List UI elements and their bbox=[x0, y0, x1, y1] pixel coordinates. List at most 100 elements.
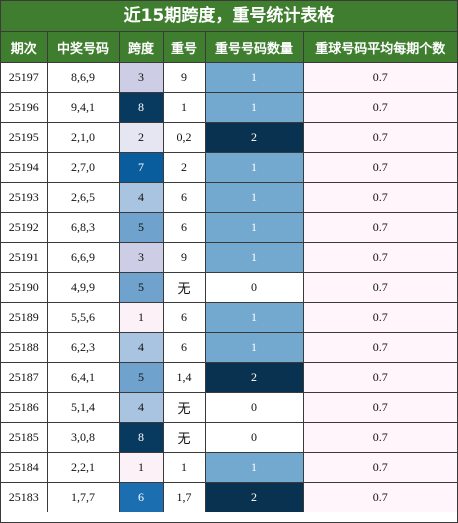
table-row: 25185 3,0,8 8 无 0 0.7 bbox=[1, 422, 457, 453]
repeat-cell: 2 bbox=[162, 152, 206, 183]
issue-cell: 25195 bbox=[1, 122, 48, 153]
issue-cell: 25193 bbox=[1, 182, 48, 213]
table-row: 25193 2,6,5 4 6 1 0.7 bbox=[1, 182, 457, 213]
repeat-count-cell: 0 bbox=[204, 422, 304, 453]
repeat-count-cell: 1 bbox=[204, 182, 304, 213]
repeat-average-cell: 0.7 bbox=[302, 152, 457, 183]
table-row: 25195 2,1,0 2 0,2 2 0.7 bbox=[1, 122, 457, 153]
span-cell: 2 bbox=[118, 122, 164, 153]
repeat-count-cell: 2 bbox=[204, 482, 304, 512]
table-row: 25194 2,7,0 7 2 1 0.7 bbox=[1, 152, 457, 183]
table-row: 25189 5,5,6 1 6 1 0.7 bbox=[1, 302, 457, 333]
repeat-average-cell: 0.7 bbox=[302, 242, 457, 273]
repeat-cell: 6 bbox=[162, 212, 206, 243]
span-cell: 5 bbox=[118, 212, 164, 243]
issue-cell: 25186 bbox=[1, 392, 48, 423]
table-row: 25184 2,2,1 1 1 1 0.7 bbox=[1, 452, 457, 483]
header-repeat-count: 重号号码数量 bbox=[204, 32, 304, 63]
numbers-cell: 2,7,0 bbox=[46, 152, 120, 183]
issue-cell: 25184 bbox=[1, 452, 48, 483]
repeat-count-cell: 1 bbox=[204, 92, 304, 123]
repeat-cell: 1 bbox=[162, 452, 206, 483]
header-issue: 期次 bbox=[1, 32, 48, 63]
table-row: 25192 6,8,3 5 6 1 0.7 bbox=[1, 212, 457, 243]
repeat-count-cell: 1 bbox=[204, 62, 304, 93]
issue-cell: 25192 bbox=[1, 212, 48, 243]
issue-cell: 25183 bbox=[1, 482, 48, 512]
numbers-cell: 8,6,9 bbox=[46, 62, 120, 93]
repeat-count-cell: 1 bbox=[204, 212, 304, 243]
table-row: 25197 8,6,9 3 9 1 0.7 bbox=[1, 62, 457, 93]
numbers-cell: 6,2,3 bbox=[46, 332, 120, 363]
repeat-average-cell: 0.7 bbox=[302, 272, 457, 303]
issue-cell: 25187 bbox=[1, 362, 48, 393]
span-cell: 1 bbox=[118, 302, 164, 333]
numbers-cell: 2,6,5 bbox=[46, 182, 120, 213]
numbers-cell: 5,5,6 bbox=[46, 302, 120, 333]
repeat-cell: 9 bbox=[162, 62, 206, 93]
repeat-cell: 0,2 bbox=[162, 122, 206, 153]
repeat-count-cell: 1 bbox=[204, 302, 304, 333]
header-numbers: 中奖号码 bbox=[46, 32, 120, 63]
issue-cell: 25191 bbox=[1, 242, 48, 273]
stats-table: 期次 中奖号码 跨度 重号 重号号码数量 重球号码平均每期个数 25197 8,6… bbox=[1, 32, 457, 512]
header-span: 跨度 bbox=[118, 32, 164, 63]
issue-cell: 25194 bbox=[1, 152, 48, 183]
repeat-average-cell: 0.7 bbox=[302, 182, 457, 213]
numbers-cell: 5,1,4 bbox=[46, 392, 120, 423]
numbers-cell: 9,4,1 bbox=[46, 92, 120, 123]
repeat-count-cell: 2 bbox=[204, 122, 304, 153]
repeat-count-cell: 0 bbox=[204, 272, 304, 303]
repeat-average-cell: 0.7 bbox=[302, 422, 457, 453]
span-cell: 8 bbox=[118, 422, 164, 453]
table-row: 25187 6,4,1 5 1,4 2 0.7 bbox=[1, 362, 457, 393]
span-cell: 3 bbox=[118, 242, 164, 273]
numbers-cell: 2,2,1 bbox=[46, 452, 120, 483]
span-cell: 4 bbox=[118, 392, 164, 423]
issue-cell: 25185 bbox=[1, 422, 48, 453]
numbers-cell: 2,1,0 bbox=[46, 122, 120, 153]
table-row: 25191 6,6,9 3 9 1 0.7 bbox=[1, 242, 457, 273]
repeat-count-cell: 1 bbox=[204, 152, 304, 183]
repeat-average-cell: 0.7 bbox=[302, 392, 457, 423]
repeat-average-cell: 0.7 bbox=[302, 122, 457, 153]
repeat-cell: 6 bbox=[162, 182, 206, 213]
repeat-average-cell: 0.7 bbox=[302, 212, 457, 243]
repeat-cell: 9 bbox=[162, 242, 206, 273]
repeat-average-cell: 0.7 bbox=[302, 362, 457, 393]
header-repeat: 重号 bbox=[162, 32, 206, 63]
repeat-cell: 1,7 bbox=[162, 482, 206, 512]
span-cell: 3 bbox=[118, 62, 164, 93]
span-cell: 5 bbox=[118, 362, 164, 393]
span-cell: 1 bbox=[118, 452, 164, 483]
table-row: 25186 5,1,4 4 无 0 0.7 bbox=[1, 392, 457, 423]
issue-cell: 25190 bbox=[1, 272, 48, 303]
repeat-cell: 无 bbox=[162, 422, 206, 453]
header-row: 期次 中奖号码 跨度 重号 重号号码数量 重球号码平均每期个数 bbox=[1, 32, 457, 63]
issue-cell: 25196 bbox=[1, 92, 48, 123]
repeat-average-cell: 0.7 bbox=[302, 482, 457, 512]
repeat-cell: 1,4 bbox=[162, 362, 206, 393]
repeat-cell: 6 bbox=[162, 332, 206, 363]
numbers-cell: 1,7,7 bbox=[46, 482, 120, 512]
repeat-cell: 1 bbox=[162, 92, 206, 123]
numbers-cell: 6,8,3 bbox=[46, 212, 120, 243]
numbers-cell: 4,9,9 bbox=[46, 272, 120, 303]
repeat-average-cell: 0.7 bbox=[302, 92, 457, 123]
numbers-cell: 6,6,9 bbox=[46, 242, 120, 273]
table-row: 25188 6,2,3 4 6 1 0.7 bbox=[1, 332, 457, 363]
span-cell: 8 bbox=[118, 92, 164, 123]
span-cell: 4 bbox=[118, 332, 164, 363]
repeat-cell: 无 bbox=[162, 392, 206, 423]
repeat-count-cell: 1 bbox=[204, 452, 304, 483]
repeat-count-cell: 2 bbox=[204, 362, 304, 393]
table-title: 近15期跨度，重号统计表格 bbox=[1, 1, 457, 32]
span-cell: 4 bbox=[118, 182, 164, 213]
issue-cell: 25189 bbox=[1, 302, 48, 333]
span-cell: 5 bbox=[118, 272, 164, 303]
repeat-cell: 无 bbox=[162, 272, 206, 303]
repeat-count-cell: 1 bbox=[204, 242, 304, 273]
repeat-cell: 6 bbox=[162, 302, 206, 333]
span-cell: 7 bbox=[118, 152, 164, 183]
